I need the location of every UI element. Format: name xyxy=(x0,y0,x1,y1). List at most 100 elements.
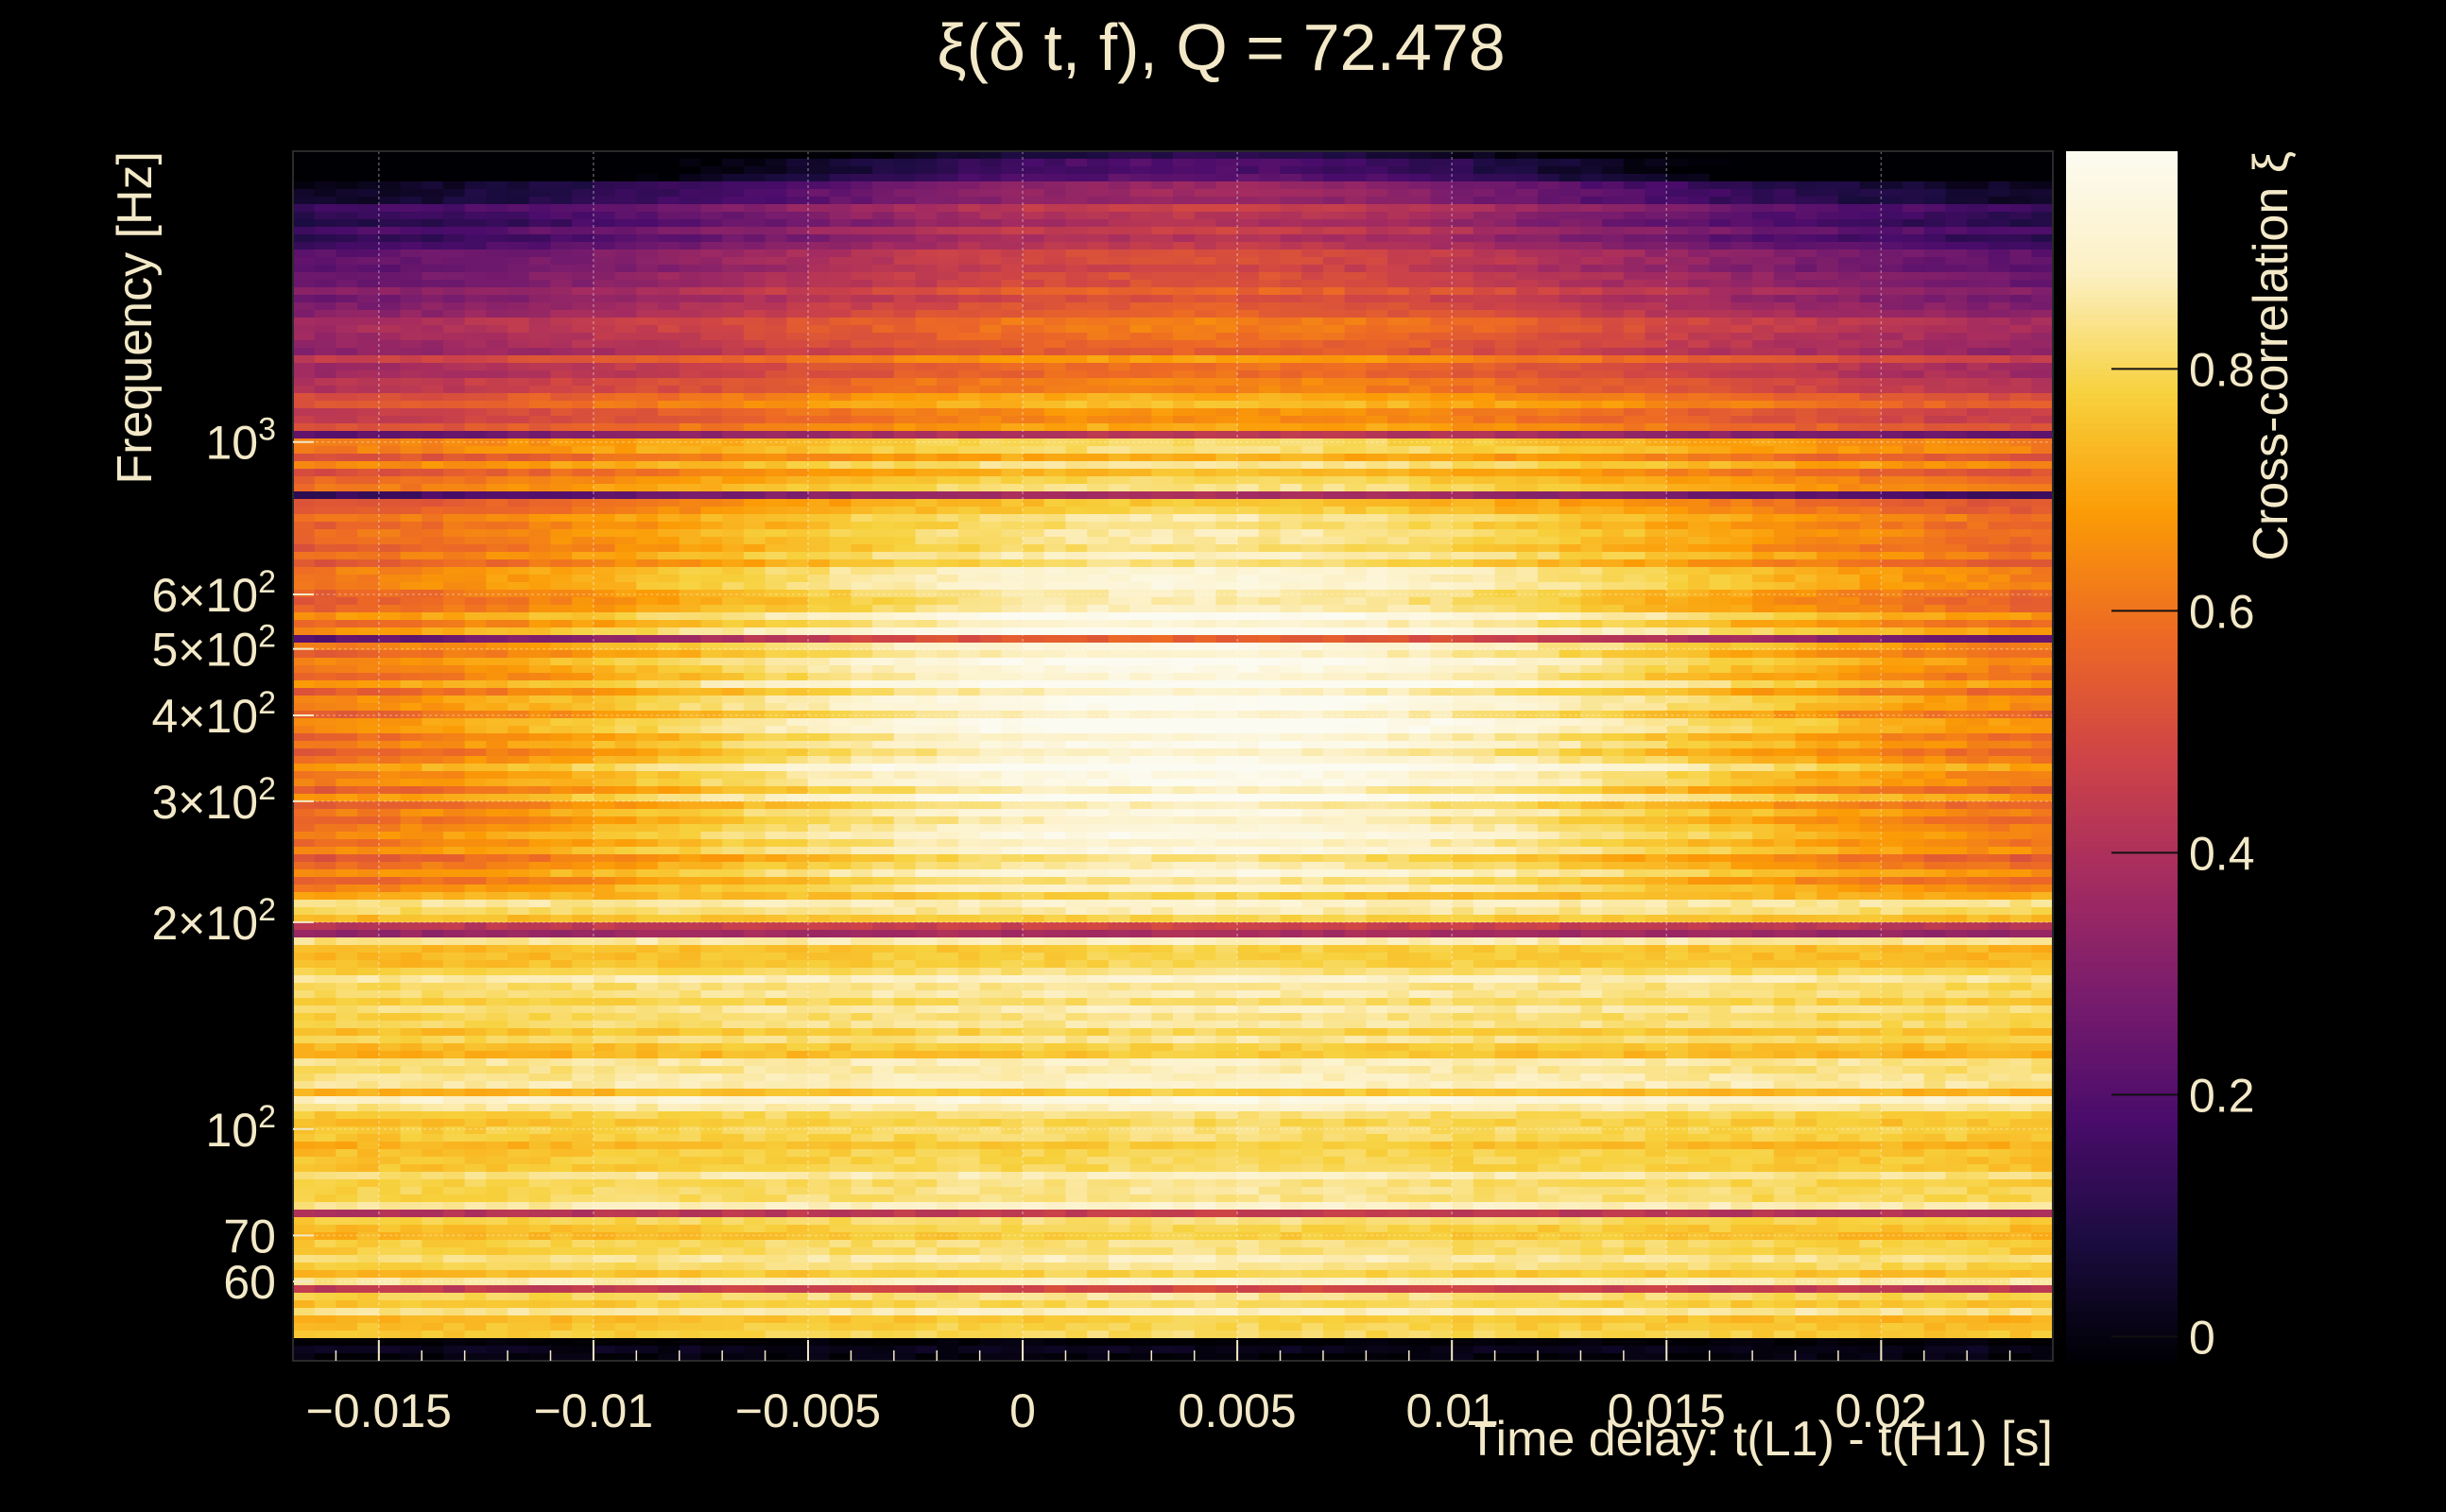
heatmap-cell xyxy=(1473,249,1496,258)
heatmap-cell xyxy=(937,499,959,507)
heatmap-cell xyxy=(1087,378,1110,387)
heatmap-cell xyxy=(1903,378,1925,387)
heatmap-cell xyxy=(1408,537,1432,545)
heatmap-cell xyxy=(1859,537,1882,545)
heatmap-cell xyxy=(1666,219,1689,228)
heatmap-cell xyxy=(442,257,466,266)
heatmap-cell xyxy=(1516,340,1539,349)
heatmap-cell xyxy=(1366,287,1388,296)
heatmap-cell xyxy=(1731,393,1753,402)
heatmap-cell xyxy=(593,514,616,523)
heatmap-cell xyxy=(1795,355,1817,364)
heatmap-cell xyxy=(1559,219,1582,228)
heatmap-cell xyxy=(1923,514,1947,523)
heatmap-cell xyxy=(1559,605,1582,613)
heatmap-cell xyxy=(636,310,659,318)
heatmap-cell xyxy=(1001,423,1024,432)
heatmap-cell xyxy=(1322,227,1346,235)
heatmap-cell xyxy=(915,340,938,349)
heatmap-cell xyxy=(550,265,573,273)
heatmap-cell xyxy=(1452,197,1474,205)
heatmap-cell xyxy=(593,189,616,198)
heatmap-cell xyxy=(1795,242,1817,250)
heatmap-cell xyxy=(1494,280,1517,288)
heatmap-cell xyxy=(679,348,702,356)
heatmap-cell xyxy=(893,597,917,606)
heatmap-cell xyxy=(464,408,487,417)
heatmap-cell xyxy=(979,491,1002,500)
heatmap-cell xyxy=(528,529,552,538)
heatmap-cell xyxy=(1859,302,1882,311)
heatmap-cell xyxy=(1473,181,1496,190)
heatmap-cell xyxy=(1709,159,1731,167)
heatmap-cell xyxy=(1903,461,1925,470)
heatmap-cell xyxy=(486,446,508,455)
heatmap-cell xyxy=(872,484,895,492)
heatmap-cell xyxy=(422,318,444,326)
heatmap-cell xyxy=(1731,363,1753,371)
heatmap-cell xyxy=(937,370,959,379)
heatmap-cell xyxy=(1108,355,1131,364)
heatmap-cell xyxy=(1752,386,1775,394)
heatmap-cell xyxy=(1623,204,1646,213)
heatmap-cell xyxy=(1494,476,1517,485)
heatmap-cell xyxy=(1430,265,1453,273)
heatmap-cell xyxy=(1580,363,1603,371)
heatmap-cell xyxy=(422,370,444,379)
heatmap-cell xyxy=(679,529,702,538)
heatmap-cell xyxy=(293,507,316,515)
heatmap-cell xyxy=(1473,401,1496,409)
heatmap-cell xyxy=(1709,423,1731,432)
heatmap-cell xyxy=(1881,355,1903,364)
heatmap-cell xyxy=(937,257,959,266)
heatmap-cell xyxy=(1430,514,1453,523)
heatmap-cell xyxy=(1516,159,1539,167)
heatmap-cell xyxy=(508,257,530,266)
heatmap-cell xyxy=(937,575,959,583)
heatmap-cell xyxy=(1817,469,1839,477)
heatmap-cell xyxy=(937,174,959,182)
heatmap-cell xyxy=(786,234,809,243)
heatmap-cell xyxy=(400,431,422,439)
heatmap-cell xyxy=(1129,325,1152,334)
heatmap-cell xyxy=(1645,499,1667,507)
heatmap-cell xyxy=(829,174,852,182)
heatmap-cell xyxy=(915,333,938,341)
heatmap-cell xyxy=(937,484,959,492)
heatmap-cell xyxy=(1859,272,1882,281)
heatmap-cell xyxy=(1452,393,1474,402)
heatmap-cell xyxy=(1817,575,1839,583)
heatmap-cell xyxy=(1065,212,1088,220)
heatmap-cell xyxy=(1215,227,1238,235)
heatmap-cell xyxy=(508,416,530,424)
heatmap-cell xyxy=(743,242,767,250)
heatmap-cell xyxy=(1173,159,1196,167)
heatmap-cell xyxy=(422,461,444,470)
heatmap-cell xyxy=(1087,159,1110,167)
heatmap-cell xyxy=(1752,280,1775,288)
heatmap-cell xyxy=(1344,401,1367,409)
heatmap-cell xyxy=(1452,386,1474,394)
heatmap-cell xyxy=(1194,514,1217,523)
heatmap-cell xyxy=(1602,522,1625,530)
heatmap-cell xyxy=(614,197,637,205)
heatmap-cell xyxy=(1967,333,1990,341)
heatmap-cell xyxy=(743,204,767,213)
heatmap-cell xyxy=(786,537,809,545)
heatmap-cell xyxy=(1988,242,2011,250)
heatmap-cell xyxy=(1580,166,1603,175)
heatmap-cell xyxy=(1666,469,1689,477)
heatmap-cell xyxy=(957,295,981,303)
heatmap-cell xyxy=(937,514,959,523)
heatmap-cell xyxy=(1473,219,1496,228)
heatmap-cell xyxy=(893,522,917,530)
heatmap-cell xyxy=(915,302,938,311)
heatmap-cell xyxy=(636,318,659,326)
heatmap-cell xyxy=(807,559,831,568)
heatmap-cell xyxy=(357,567,380,576)
heatmap-cell xyxy=(2009,197,2032,205)
heatmap-cell xyxy=(893,454,917,462)
heatmap-cell xyxy=(1129,522,1152,530)
heatmap-cell xyxy=(893,401,917,409)
heatmap-cell xyxy=(957,189,981,198)
